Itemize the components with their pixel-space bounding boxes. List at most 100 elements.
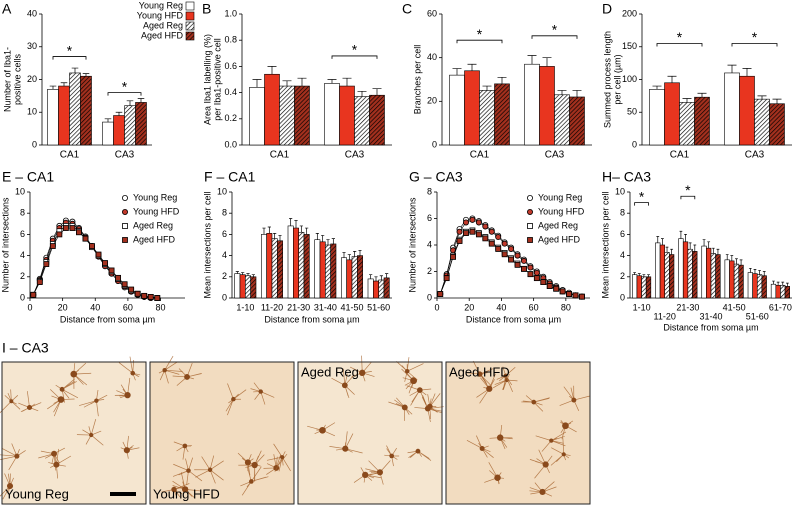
y-tick-label: 40 (427, 52, 437, 62)
bar (701, 245, 707, 299)
marker (501, 251, 508, 258)
bar (339, 85, 355, 146)
y-tick-label: 50 (627, 107, 637, 117)
y-axis-label: Area Iba1 labelling (%) (202, 34, 212, 125)
bar (636, 275, 642, 299)
bar (784, 286, 790, 299)
bar (687, 248, 693, 299)
x-tick-label: 51-60 (367, 302, 390, 312)
bar (724, 72, 740, 146)
micrograph-bg (446, 362, 590, 504)
marker (43, 261, 50, 267)
x-tick-label: 40 (496, 302, 506, 312)
y-tick-label: 8 (427, 186, 432, 196)
error-bar (342, 252, 346, 258)
error-bar (369, 274, 373, 279)
marker (514, 261, 521, 268)
x-tick-label: CA1 (670, 150, 690, 161)
y-tick-label: 40 (27, 8, 37, 18)
microglia-process (349, 355, 375, 382)
error-bar (305, 227, 309, 235)
error-bar (633, 272, 637, 275)
error-bar (542, 57, 552, 67)
marker (520, 257, 527, 264)
x-axis-label: Distance from soma µm (663, 322, 758, 332)
y-tick-label: 6 (620, 229, 625, 239)
significance-bracket (531, 35, 578, 39)
error-bar (374, 276, 378, 282)
microglia-soma (561, 452, 566, 457)
marker (488, 228, 495, 235)
microglia-process (406, 385, 432, 406)
y-tick-label: 0 (620, 292, 625, 302)
bar (239, 274, 246, 299)
microglia-soma (404, 368, 410, 374)
y-tick-label: 0 (427, 292, 432, 302)
microglia-process (161, 483, 190, 498)
bar (554, 94, 570, 146)
microglia-soma (319, 426, 326, 434)
marker (527, 271, 534, 278)
microglia-soma (231, 396, 236, 402)
error-bar (742, 68, 752, 77)
bar (354, 96, 370, 146)
x-tick-label: 41-50 (723, 302, 746, 312)
y-axis-label: Number of intersections (407, 197, 417, 293)
significance-bracket (634, 202, 649, 206)
y-tick-label: 8 (222, 208, 227, 218)
error-bar (342, 77, 352, 87)
microglia-process (114, 377, 131, 399)
x-tick-label: 0 (27, 302, 32, 312)
microglia-process (388, 397, 413, 421)
legend-label: Young HFD (133, 206, 180, 216)
bar (294, 85, 310, 146)
bar (706, 247, 712, 299)
micrograph-bg (298, 362, 442, 504)
panel-label: A (2, 1, 12, 17)
error-bar (321, 235, 325, 242)
microglia-process (76, 419, 104, 446)
legend-marker (527, 237, 533, 243)
bar (293, 227, 299, 299)
error-bar (730, 255, 734, 261)
x-tick-label: 31-40 (699, 311, 722, 321)
marker (147, 294, 154, 300)
y-tick-label: 6 (427, 213, 432, 223)
significance-label: * (752, 29, 758, 45)
microglia-process (225, 383, 247, 416)
significance-label: * (122, 78, 128, 94)
y-tick-label: 8 (620, 208, 625, 218)
microglia-soma (424, 405, 431, 412)
y-tick-label: 100 (622, 74, 637, 84)
y-tick-label: 2 (427, 266, 432, 276)
bar (649, 89, 665, 146)
microglia-soma (258, 389, 263, 394)
microglia-soma (89, 432, 94, 438)
microglia-process (194, 455, 224, 484)
x-tick-label: 0 (434, 302, 439, 312)
series-line (32, 220, 158, 299)
error-bar (289, 218, 293, 226)
bar (357, 255, 363, 299)
y-axis-label: positive cells (12, 53, 22, 105)
legend-swatch (185, 1, 195, 11)
error-bar (297, 77, 307, 87)
panel-title: E – CA1 (2, 169, 54, 185)
marker (102, 260, 108, 266)
bar (739, 75, 755, 146)
significance-label: * (477, 26, 483, 42)
marker (128, 286, 135, 293)
micrograph (445, 360, 591, 505)
microglia-soma (401, 404, 408, 411)
significance-bracket (680, 195, 696, 200)
significance-bracket (52, 56, 87, 60)
marker (559, 288, 566, 295)
error-bar (71, 67, 79, 73)
bar (569, 96, 585, 146)
error-bar (753, 269, 757, 274)
bar (279, 85, 295, 146)
bar (234, 273, 241, 299)
y-tick-label: 10 (615, 186, 625, 196)
bar (373, 280, 379, 299)
error-bar (497, 76, 507, 84)
